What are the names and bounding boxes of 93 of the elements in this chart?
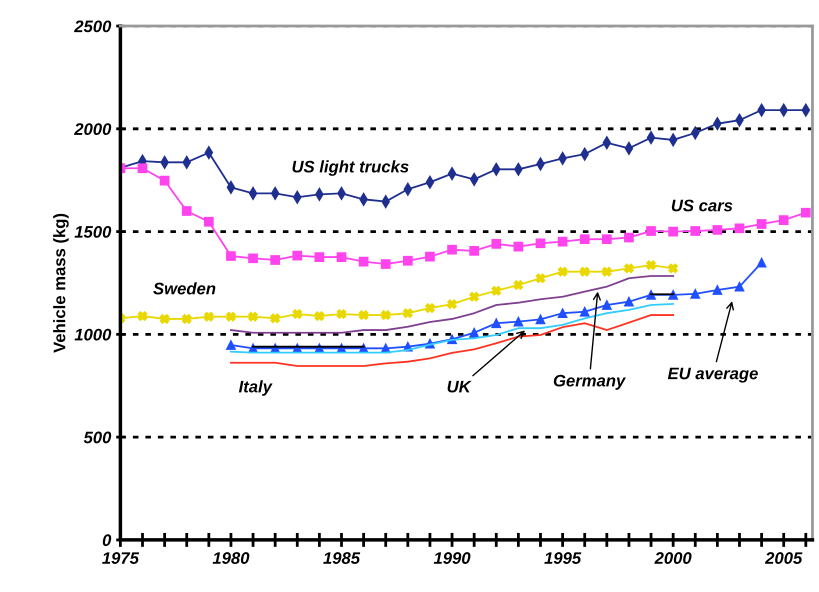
point bbox=[138, 311, 148, 321]
point bbox=[668, 264, 678, 274]
point bbox=[602, 234, 612, 244]
point bbox=[624, 296, 634, 307]
point bbox=[226, 312, 236, 322]
line-series bbox=[230, 275, 674, 334]
point bbox=[182, 206, 192, 216]
point bbox=[756, 258, 766, 268]
point bbox=[182, 314, 192, 324]
point bbox=[712, 225, 722, 235]
y-tick-label: 1000 bbox=[74, 328, 112, 341]
x-tick-label: 1990 bbox=[434, 552, 470, 564]
y-tick-label: 500 bbox=[84, 432, 112, 444]
point bbox=[380, 259, 391, 269]
line-series bbox=[230, 314, 674, 367]
point bbox=[226, 251, 236, 261]
point bbox=[160, 176, 170, 186]
y-tick-label: 0 bbox=[102, 534, 112, 546]
x-tick-label: 1985 bbox=[323, 552, 360, 564]
point bbox=[491, 318, 502, 328]
point bbox=[734, 282, 744, 292]
point bbox=[336, 309, 346, 319]
point bbox=[491, 239, 502, 249]
point bbox=[358, 256, 368, 266]
point bbox=[402, 308, 413, 318]
x-tick-label: 2005 bbox=[764, 552, 802, 564]
point bbox=[536, 273, 546, 284]
point bbox=[778, 215, 789, 225]
point bbox=[514, 316, 524, 326]
point bbox=[469, 328, 480, 338]
point bbox=[580, 234, 590, 244]
point bbox=[248, 253, 258, 264]
x-tick-label: 2000 bbox=[654, 552, 692, 564]
point bbox=[734, 223, 744, 234]
point bbox=[514, 280, 524, 290]
y-tick-label: 2000 bbox=[74, 123, 112, 136]
point bbox=[690, 289, 700, 299]
x-tick-label: 1980 bbox=[212, 552, 250, 564]
point bbox=[800, 208, 811, 218]
y-tick-label: 2500 bbox=[74, 20, 112, 32]
point bbox=[536, 238, 546, 248]
point bbox=[425, 252, 435, 262]
point bbox=[469, 246, 480, 256]
point bbox=[624, 232, 634, 242]
series-label: US cars bbox=[672, 200, 732, 212]
point bbox=[336, 252, 346, 262]
point bbox=[558, 236, 568, 247]
point bbox=[204, 216, 214, 227]
point bbox=[138, 163, 148, 174]
point bbox=[646, 260, 656, 270]
text: Germany bbox=[554, 374, 626, 390]
point bbox=[204, 312, 214, 322]
point bbox=[491, 286, 502, 296]
text: EU average bbox=[668, 368, 758, 383]
point bbox=[358, 310, 368, 320]
point bbox=[425, 303, 435, 313]
text: UK bbox=[448, 380, 472, 392]
point bbox=[248, 312, 258, 322]
point bbox=[624, 264, 634, 274]
point bbox=[690, 226, 700, 236]
x-tick-label: 1975 bbox=[102, 552, 140, 564]
point bbox=[292, 309, 302, 319]
x-tick-label: 1995 bbox=[544, 552, 582, 564]
point bbox=[558, 308, 568, 318]
point bbox=[602, 300, 612, 310]
point bbox=[447, 299, 457, 310]
point bbox=[668, 226, 678, 236]
line-series bbox=[230, 303, 674, 354]
point bbox=[226, 340, 236, 350]
point bbox=[447, 244, 457, 255]
point bbox=[292, 250, 302, 260]
point bbox=[270, 255, 280, 265]
y-axis-title: Vehicle mass (kg) bbox=[53, 214, 69, 353]
point bbox=[160, 314, 170, 324]
point bbox=[514, 242, 524, 252]
point bbox=[402, 256, 413, 266]
series-label: US light trucks bbox=[292, 160, 409, 176]
series-label: Italy bbox=[238, 380, 273, 396]
point bbox=[602, 266, 612, 277]
series-label: Sweden bbox=[153, 282, 216, 294]
point bbox=[270, 313, 280, 324]
point bbox=[536, 314, 546, 324]
point bbox=[712, 285, 722, 295]
point bbox=[469, 292, 480, 302]
y-tick-label: 1500 bbox=[74, 226, 112, 238]
point bbox=[558, 266, 568, 277]
point bbox=[756, 219, 766, 229]
point bbox=[646, 226, 656, 236]
point bbox=[380, 310, 391, 320]
point bbox=[580, 306, 590, 317]
point bbox=[580, 266, 590, 277]
point bbox=[314, 252, 324, 262]
point bbox=[314, 311, 324, 321]
